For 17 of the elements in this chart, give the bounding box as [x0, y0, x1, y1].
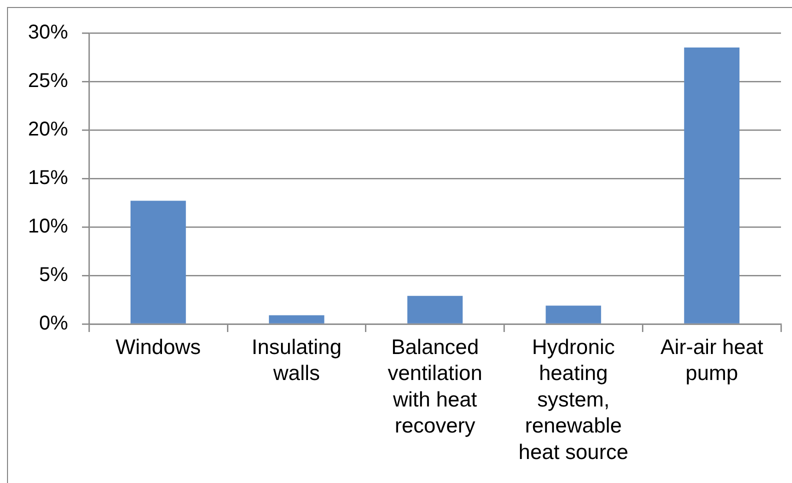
bar — [268, 315, 324, 324]
y-tick-label: 20% — [28, 118, 68, 141]
x-tick-label: Insulating walls — [252, 336, 342, 386]
y-tick-label: 0% — [39, 312, 68, 335]
x-tick-label: Windows — [116, 336, 201, 359]
x-tick-label: Air-air heat pump — [660, 336, 764, 386]
bar — [130, 200, 186, 324]
x-tick-label: Hydronic heating system, renewable heat source — [518, 336, 628, 464]
y-tick-label: 25% — [28, 70, 68, 92]
x-tick-label: Balanced ventilation with heat recovery — [388, 336, 482, 438]
y-tick-label: 10% — [28, 216, 68, 238]
y-tick-label: 30% — [28, 22, 68, 44]
y-tick-label: 5% — [39, 264, 68, 286]
y-tick-label: 15% — [28, 167, 68, 190]
bar — [546, 306, 602, 324]
bar — [407, 296, 463, 324]
bar — [684, 48, 740, 324]
